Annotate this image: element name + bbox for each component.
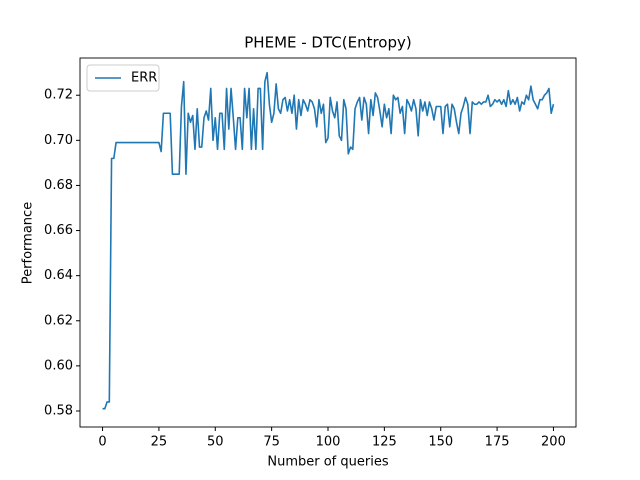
legend-box bbox=[86, 64, 160, 92]
x-tick-label: 100 bbox=[316, 435, 341, 450]
y-tick-label: 0.68 bbox=[44, 178, 73, 193]
y-tick-label: 0.60 bbox=[44, 358, 73, 373]
y-tick-label: 0.70 bbox=[44, 133, 73, 148]
y-tick-label: 0.62 bbox=[44, 313, 73, 328]
x-tick-label: 0 bbox=[98, 435, 106, 450]
y-tick-label: 0.64 bbox=[44, 268, 73, 283]
legend-label: ERR bbox=[131, 71, 157, 86]
y-tick-label: 0.58 bbox=[44, 403, 73, 418]
y-tick-label: 0.66 bbox=[44, 223, 73, 238]
axes-frame bbox=[79, 57, 577, 428]
x-tick-label: 200 bbox=[541, 435, 566, 450]
x-tick-label: 25 bbox=[151, 435, 168, 450]
chart-title: PHEME - DTC(Entropy) bbox=[244, 34, 411, 52]
y-tick-label: 0.72 bbox=[44, 88, 73, 103]
x-tick-label: 175 bbox=[485, 435, 510, 450]
x-tick-label: 125 bbox=[372, 435, 397, 450]
x-tick-label: 50 bbox=[207, 435, 224, 450]
x-axis-label: Number of queries bbox=[267, 455, 388, 470]
x-tick-label: 150 bbox=[428, 435, 453, 450]
data-line bbox=[102, 71, 555, 410]
x-tick-label: 75 bbox=[263, 435, 280, 450]
y-axis-label: Performance bbox=[21, 202, 36, 284]
